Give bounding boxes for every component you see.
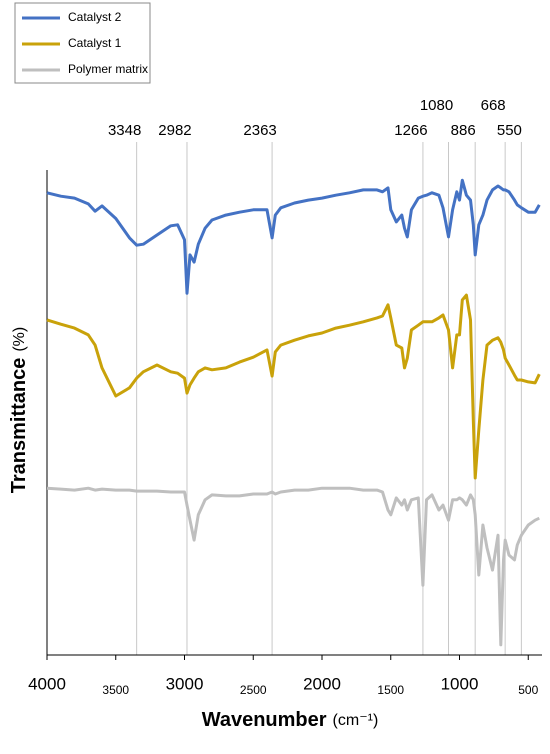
x-tick-label: 4000 [28,674,66,693]
x-axis-title: Wavenumber (cm⁻¹) [202,709,379,731]
x-tick-label: 500 [518,683,538,697]
x-title-unit: (cm⁻¹) [333,712,379,729]
peak-label: 886 [451,122,476,139]
legend-label: Catalyst 2 [68,10,122,24]
x-tick-label: 2000 [303,674,341,693]
peak-label: 2363 [243,122,276,139]
spectrum-line [46,293,541,480]
legend-label: Catalyst 1 [68,36,122,50]
x-tick-label: 3000 [166,674,204,693]
legend-label: Polymer matrix [68,62,148,76]
x-tick-label: 1500 [377,683,404,697]
x-tick-label: 1000 [441,674,479,693]
spectrum-line [46,178,541,295]
peak-label: 1266 [394,122,427,139]
x-title-main: Wavenumber [202,709,327,731]
peak-label: 2982 [158,122,191,139]
peak-label: 550 [497,122,522,139]
y-title-unit: (%) [11,327,28,352]
spectrum-line [46,486,540,647]
x-tick-label: 2500 [240,683,267,697]
peak-label: 668 [481,97,506,114]
x-tick-label: 3500 [102,683,129,697]
y-title-main: Transmittance [8,358,30,494]
peak-label: 3348 [108,122,141,139]
peak-label: 1080 [420,97,453,114]
y-axis-title: Transmittance (%) [8,327,30,494]
